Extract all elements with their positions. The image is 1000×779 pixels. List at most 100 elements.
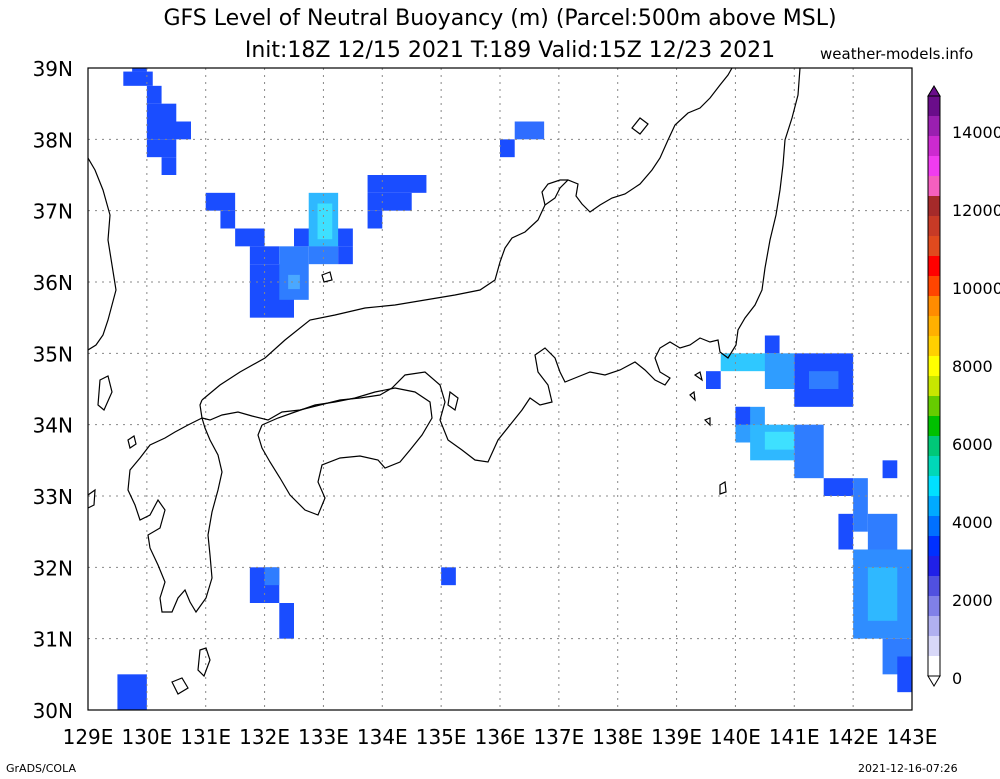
colorbar-swatch bbox=[928, 196, 940, 217]
lon-tick-label: 130E bbox=[121, 725, 172, 749]
coast-izu-3 bbox=[703, 417, 711, 427]
coastline bbox=[88, 68, 801, 695]
buoyancy-cell bbox=[764, 431, 795, 450]
grid-lines bbox=[88, 68, 912, 710]
colorbar-swatch bbox=[928, 496, 940, 517]
lat-tick-label: 33N bbox=[33, 485, 73, 509]
longitude-tick-labels: 129E 130E 131E 132E 133E 134E 135E 136E 137E 138E… bbox=[63, 725, 938, 749]
lon-tick-label: 141E bbox=[769, 725, 820, 749]
lat-tick-label: 30N bbox=[33, 699, 73, 723]
colorbar-label: 10000 bbox=[952, 279, 1000, 298]
colorbar-swatch bbox=[928, 296, 940, 317]
site-credit: weather-models.info bbox=[820, 45, 974, 63]
buoyancy-cell bbox=[235, 228, 265, 247]
colorbar-swatch bbox=[928, 136, 940, 157]
lat-tick-label: 34N bbox=[33, 414, 73, 438]
buoyancy-cell bbox=[764, 353, 795, 389]
colorbar-label: 6000 bbox=[952, 435, 993, 454]
footer-software-label: GrADS/COLA bbox=[6, 762, 76, 775]
colorbar-frame bbox=[927, 95, 941, 677]
lon-tick-label: 140E bbox=[710, 725, 761, 749]
buoyancy-cell bbox=[338, 246, 353, 265]
lon-tick-label: 139E bbox=[651, 725, 702, 749]
coast-goto bbox=[127, 435, 137, 449]
colorbar-swatch bbox=[928, 376, 940, 397]
lon-tick-label: 134E bbox=[357, 725, 408, 749]
latitude-tick-labels: 39N 38N 37N 36N 35N 34N 33N 32N 31N 30N bbox=[33, 57, 73, 723]
coast-kyushu bbox=[127, 417, 223, 614]
lat-tick-label: 39N bbox=[33, 57, 73, 81]
lon-tick-label: 129E bbox=[63, 725, 114, 749]
colorbar-max-arrow bbox=[927, 85, 941, 97]
buoyancy-cell bbox=[867, 567, 898, 621]
colorbar-swatch bbox=[928, 236, 940, 257]
buoyancy-cell bbox=[132, 68, 147, 72]
lon-tick-label: 142E bbox=[828, 725, 879, 749]
map-title: GFS Level of Neutral Buoyancy (m) (Parce… bbox=[163, 6, 837, 31]
colorbar-swatch bbox=[928, 216, 940, 237]
lon-tick-label: 133E bbox=[298, 725, 349, 749]
lat-tick-label: 37N bbox=[33, 200, 73, 224]
lon-tick-label: 143E bbox=[887, 725, 938, 749]
lon-tick-label: 138E bbox=[592, 725, 643, 749]
colorbar: 14000 12000 10000 8000 6000 4000 2000 0 bbox=[927, 85, 1000, 688]
buoyancy-cell bbox=[146, 121, 191, 140]
colorbar-swatch bbox=[928, 256, 940, 277]
coast-izu-1 bbox=[693, 371, 703, 382]
buoyancy-cell bbox=[249, 246, 280, 265]
buoyancy-cell bbox=[809, 371, 839, 389]
buoyancy-cell bbox=[146, 139, 177, 158]
lat-tick-label: 36N bbox=[33, 271, 73, 295]
buoyancy-cell bbox=[764, 335, 780, 354]
colorbar-swatch bbox=[928, 596, 940, 617]
buoyancy-cell bbox=[279, 603, 294, 639]
coast-shikoku bbox=[257, 387, 433, 516]
colorbar-swatch bbox=[928, 176, 940, 197]
buoyancy-cell bbox=[288, 274, 300, 290]
coast-tanegashima bbox=[197, 647, 211, 678]
buoyancy-cell bbox=[123, 71, 153, 86]
colorbar-swatch bbox=[928, 576, 940, 597]
buoyancy-cell bbox=[146, 103, 177, 122]
colorbar-min-arrow bbox=[927, 675, 941, 687]
colorbar-swatch bbox=[928, 416, 940, 437]
colorbar-label: 8000 bbox=[952, 357, 993, 376]
colorbar-label: 12000 bbox=[952, 201, 1000, 220]
buoyancy-cell bbox=[205, 192, 236, 211]
colorbar-label: 0 bbox=[952, 669, 962, 688]
colorbar-swatch bbox=[928, 516, 940, 537]
map-subtitle: Init:18Z 12/15 2021 T:189 Valid:15Z 12/2… bbox=[244, 38, 776, 63]
colorbar-swatch bbox=[928, 636, 940, 657]
buoyancy-cell bbox=[897, 656, 912, 693]
buoyancy-cell bbox=[853, 478, 868, 532]
buoyancy-cell bbox=[367, 192, 412, 211]
colorbar-swatch bbox=[928, 656, 940, 677]
coast-sado bbox=[631, 117, 649, 135]
coast-oki bbox=[321, 271, 333, 283]
colorbar-swatch bbox=[928, 556, 940, 577]
colorbar-label: 4000 bbox=[952, 513, 993, 532]
lon-tick-label: 131E bbox=[180, 725, 231, 749]
buoyancy-cell bbox=[838, 513, 854, 550]
lat-tick-label: 35N bbox=[33, 342, 73, 366]
coast-korea bbox=[88, 157, 117, 351]
colorbar-label: 2000 bbox=[952, 591, 993, 610]
footer-timestamp: 2021-12-16-07:26 bbox=[858, 762, 958, 775]
colorbar-swatch bbox=[928, 476, 940, 497]
colorbar-swatch bbox=[928, 336, 940, 357]
buoyancy-cell bbox=[882, 460, 898, 479]
lon-tick-label: 135E bbox=[416, 725, 467, 749]
buoyancy-field bbox=[117, 68, 912, 710]
lat-tick-label: 38N bbox=[33, 128, 73, 152]
colorbar-swatch bbox=[928, 536, 940, 557]
coast-izu-2 bbox=[689, 390, 696, 402]
colorbar-swatch bbox=[928, 396, 940, 417]
buoyancy-cell bbox=[220, 210, 236, 229]
buoyancy-cell bbox=[264, 567, 280, 586]
colorbar-swatch bbox=[928, 96, 940, 117]
lon-tick-label: 137E bbox=[533, 725, 584, 749]
colorbar-label: 14000 bbox=[952, 123, 1000, 142]
coast-yakushima bbox=[171, 677, 189, 695]
coast-tsushima bbox=[97, 375, 113, 411]
